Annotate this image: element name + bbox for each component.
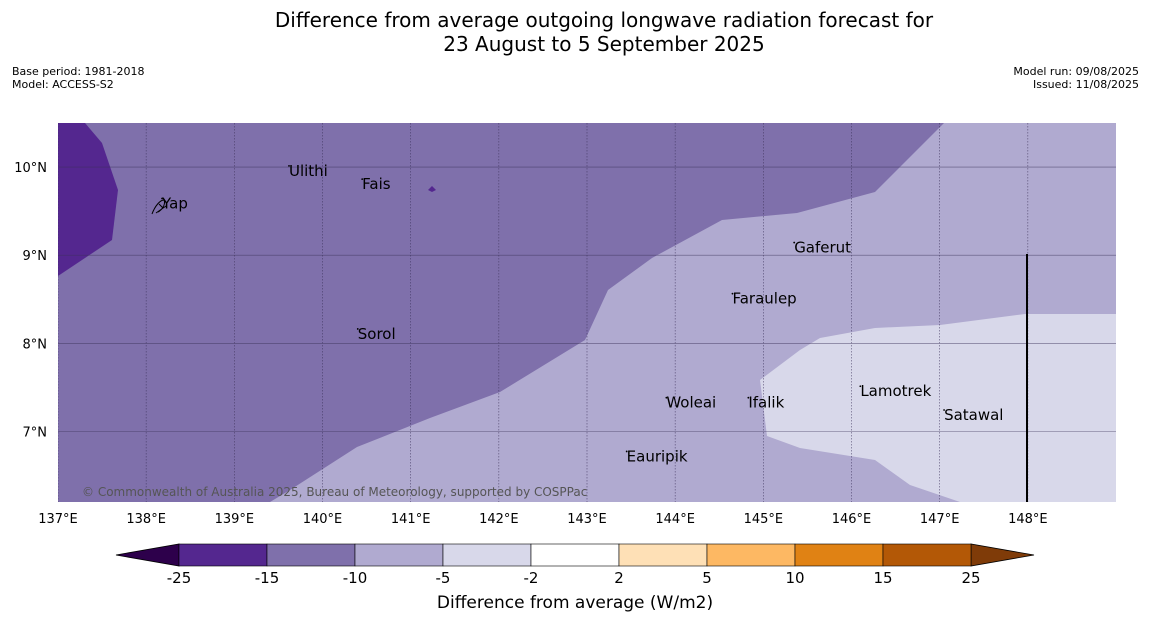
place-label: Fais — [362, 175, 391, 193]
colorbar-tick-label: -25 — [167, 569, 192, 587]
lat-tick-label: 8°N — [23, 337, 48, 352]
colorbar-swatch — [266, 543, 356, 567]
anomaly-patch-small — [428, 186, 436, 192]
place-marker — [288, 164, 290, 167]
colorbar-swatch — [618, 543, 708, 567]
colorbar: -25 -15 -10 -5 -2 2 5 10 15 25 — [115, 543, 1035, 587]
model-name: Model: ACCESS-S2 — [12, 78, 114, 91]
lat-tick-label: 9°N — [23, 249, 48, 264]
map-title: Difference from average outgoing longwav… — [0, 8, 1150, 56]
colorbar-tick-label: -5 — [436, 569, 451, 587]
colorbar-tick-label: -2 — [524, 569, 539, 587]
place-marker — [161, 197, 163, 200]
map-field: Yap Ulithi Fais Gaferut Faraulep Sorol Woleai I… — [58, 123, 1116, 502]
lon-tick-label: 138°E — [126, 512, 166, 527]
colorbar-tick-label: 25 — [961, 569, 980, 587]
yap-island-outline — [151, 199, 167, 215]
colorbar-swatch — [442, 543, 532, 567]
base-period: Base period: 1981-2018 — [12, 65, 145, 78]
colorbar-tick-label: 5 — [702, 569, 712, 587]
place-marker — [793, 241, 796, 244]
lat-tick-label: 7°N — [23, 425, 48, 440]
model-run: Model run: 09/08/2025 — [1013, 65, 1139, 78]
issued-date: Issued: 11/08/2025 — [1032, 78, 1139, 91]
colorbar-tick-label: 2 — [614, 569, 624, 587]
place-marker — [731, 292, 734, 295]
colorbar-label: Difference from average (W/m2) — [436, 593, 714, 613]
place-marker — [943, 409, 945, 411]
place-label: Gaferut — [794, 239, 851, 257]
lon-tick-label: 144°E — [655, 512, 695, 527]
place-label: Yap — [161, 194, 188, 212]
place-label: Faraulep — [732, 290, 796, 308]
place-marker — [356, 328, 359, 330]
place-label: Lamotrek — [860, 382, 931, 400]
colorbar-tick-label: 10 — [785, 569, 804, 587]
place-label: Woleai — [666, 394, 716, 412]
lon-tick-label: 142°E — [479, 512, 519, 527]
place-label: Satawal — [944, 406, 1003, 424]
lon-tick-label: 137°E — [38, 512, 78, 527]
lon-tick-label: 148°E — [1008, 512, 1048, 527]
map-graticule — [58, 123, 1116, 502]
lat-tick-label: 10°N — [14, 161, 47, 176]
colorbar-tick-label: -10 — [343, 569, 368, 587]
place-marker — [859, 385, 862, 388]
colorbar-swatch — [354, 543, 444, 567]
place-label: Sorol — [358, 325, 396, 343]
colorbar-tick-label: 15 — [873, 569, 892, 587]
place-label: Ifalik — [748, 394, 784, 412]
map-copyright: © Commonwealth of Australia 2025, Bureau… — [82, 485, 587, 499]
lon-tick-label: 139°E — [215, 512, 255, 527]
lon-tick-label: 140°E — [303, 512, 343, 527]
place-marker — [747, 396, 750, 399]
colorbar-swatch — [706, 543, 796, 567]
colorbar-tick-label: -15 — [255, 569, 280, 587]
meta-left: Base period: 1981-2018 Model: ACCESS-S2 — [12, 65, 144, 91]
place-marker — [361, 178, 364, 181]
colorbar-over-arrow — [970, 543, 1035, 567]
place-marker — [665, 396, 668, 399]
place-label: Eauripik — [627, 447, 688, 465]
lat-axis-labels: 10°N 9°N 8°N 7°N — [14, 161, 47, 440]
meta-right: Model run: 09/08/2025 Issued: 11/08/2025 — [1013, 65, 1139, 91]
anomaly-band-minus-25-minus-15 — [58, 123, 118, 276]
map-title-line1: Difference from average outgoing longwav… — [274, 8, 934, 32]
lon-tick-label: 145°E — [744, 512, 784, 527]
lon-tick-label: 146°E — [832, 512, 872, 527]
map-title-line2: 23 August to 5 September 2025 — [443, 32, 765, 56]
map-places: Yap Ulithi Fais Gaferut Faraulep Sorol Woleai I… — [161, 162, 1003, 466]
place-marker — [625, 450, 628, 453]
place-label: Ulithi — [289, 162, 328, 180]
colorbar-swatch — [530, 543, 620, 567]
lon-tick-label: 141°E — [391, 512, 431, 527]
colorbar-under-arrow — [115, 543, 180, 567]
lon-tick-label: 143°E — [567, 512, 607, 527]
lon-axis-labels: 137°E 138°E 139°E 140°E 141°E 142°E 143°E 144°E… — [38, 512, 1047, 527]
lon-tick-label: 147°E — [920, 512, 960, 527]
colorbar-swatch — [794, 543, 884, 567]
anomaly-band-minus-15-minus-10 — [58, 123, 944, 502]
colorbar-swatch — [882, 543, 972, 567]
colorbar-swatch — [178, 543, 268, 567]
